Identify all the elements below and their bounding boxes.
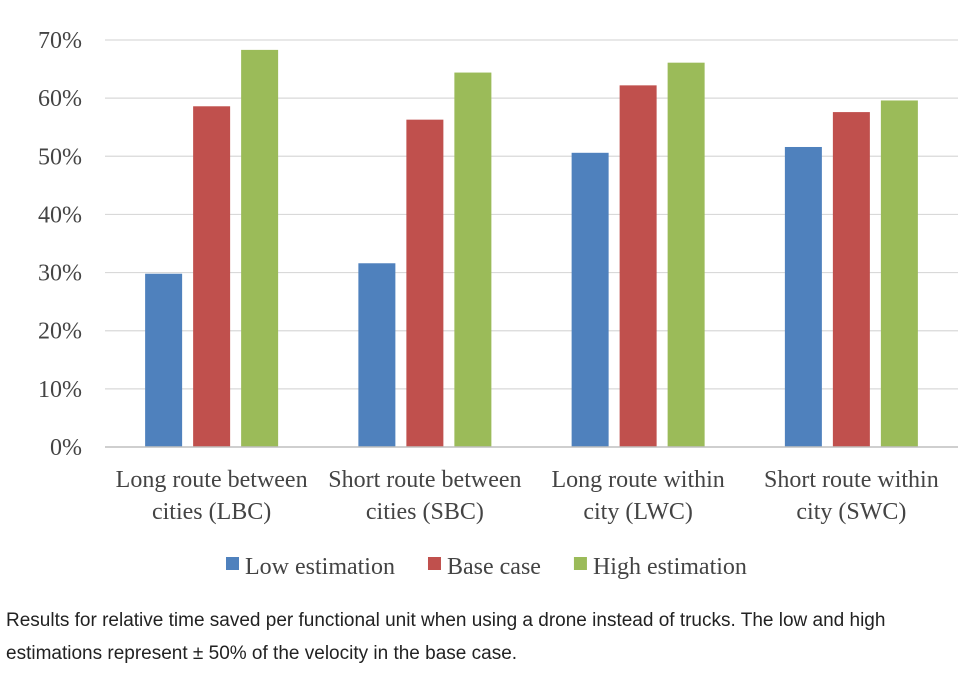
x-category-label: Long route between xyxy=(116,467,308,493)
legend-swatch xyxy=(427,557,441,570)
y-tick-label: 20% xyxy=(38,319,82,345)
bar-high-estimation xyxy=(241,49,279,448)
x-category-label: Short route within xyxy=(764,467,939,493)
bar-high-estimation xyxy=(667,62,705,447)
y-tick-label: 60% xyxy=(38,86,82,112)
x-category-label: Long route within xyxy=(551,467,724,493)
x-category-label: Short route between xyxy=(328,467,521,493)
y-tick-label: 70% xyxy=(38,28,82,54)
x-axis-category-labels: Long route between cities (LBC) Short rout… xyxy=(116,467,939,525)
bar-high-estimation xyxy=(880,100,918,448)
legend-label: Base case xyxy=(447,554,541,580)
bar-chart: 0% 10% 20% 30% 40% 50% 60% 70% Long route betwe… xyxy=(38,28,958,580)
bars xyxy=(145,49,918,448)
legend-swatch xyxy=(226,557,239,570)
legend-swatch xyxy=(573,557,587,570)
gridlines xyxy=(105,39,958,390)
figure-caption: Results for relative time saved per func… xyxy=(6,610,886,664)
bar-low-estimation xyxy=(784,146,822,448)
y-tick-label: 10% xyxy=(38,377,82,403)
x-category-label: cities (SBC) xyxy=(366,499,484,525)
legend: Low estimation Base case High estimation xyxy=(226,554,747,580)
bar-low-estimation xyxy=(571,152,609,447)
y-axis-ticks: 0% 10% 20% 30% 40% 50% 60% 70% xyxy=(38,28,82,461)
bar-low-estimation xyxy=(358,263,396,447)
bar-base-case xyxy=(619,85,657,447)
bar-base-case xyxy=(832,112,870,448)
x-category-label: cities (LBC) xyxy=(152,499,271,525)
y-tick-label: 0% xyxy=(50,435,82,461)
x-category-label: city (LWC) xyxy=(583,499,693,525)
y-tick-label: 40% xyxy=(38,202,82,228)
legend-label: High estimation xyxy=(593,554,747,580)
bar-base-case xyxy=(406,119,444,448)
bar-low-estimation xyxy=(145,273,183,447)
legend-label: Low estimation xyxy=(245,554,395,580)
y-tick-label: 50% xyxy=(38,144,82,170)
y-tick-label: 30% xyxy=(38,261,82,287)
bar-base-case xyxy=(193,106,231,447)
chart-canvas: 0% 10% 20% 30% 40% 50% 60% 70% Long route betwe… xyxy=(38,28,958,580)
bar-high-estimation xyxy=(454,72,492,447)
x-category-label: city (SWC) xyxy=(796,499,906,525)
